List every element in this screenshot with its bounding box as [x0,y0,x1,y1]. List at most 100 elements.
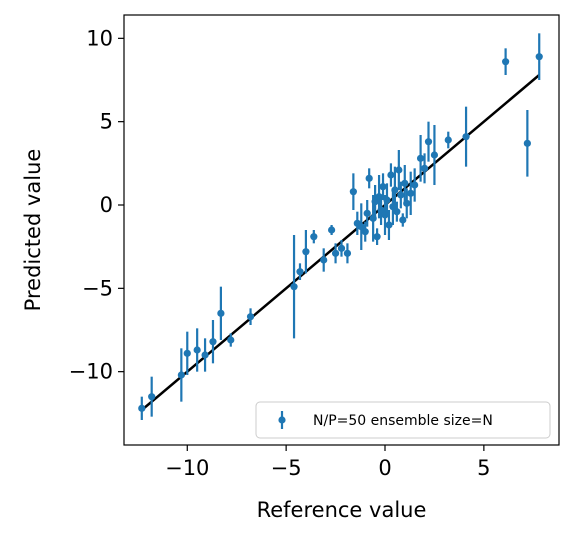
data-marker [502,58,510,66]
data-point [397,181,405,209]
data-point [430,125,439,185]
data-marker [361,228,369,236]
data-marker [385,221,393,229]
y-tick-label: 0 [100,193,113,217]
data-marker [302,248,310,256]
data-marker [201,351,209,359]
data-point [403,188,411,219]
data-point [523,110,531,177]
y-tick-label: 5 [100,110,113,134]
data-marker [357,223,365,231]
data-marker [403,199,411,207]
x-tick-label: 5 [477,456,490,480]
data-point [393,201,401,222]
data-marker [328,226,336,234]
data-marker [138,404,146,412]
plot-frame [123,14,560,446]
data-marker [227,336,235,344]
data-point [411,168,419,202]
plot-marks [138,33,543,420]
data-marker [420,164,429,172]
data-point [302,230,310,274]
data-marker [391,186,399,194]
data-point [401,165,409,202]
data-point [193,328,201,372]
data-marker [296,268,304,276]
data-point [290,235,298,339]
data-point [217,286,225,340]
data-point [387,163,395,187]
data-marker [349,188,357,196]
data-point [444,131,452,149]
data-point [395,150,403,190]
data-marker [395,166,403,174]
data-marker [183,349,191,357]
x-tick-label: −5 [271,456,302,480]
data-marker [424,138,433,146]
data-marker [416,154,425,162]
legend-box [255,401,551,439]
data-point [361,221,369,242]
legend: N/P=50 ensemble size=N [255,401,551,439]
data-point [177,348,185,402]
data-marker [209,338,217,346]
data-point [148,376,156,417]
x-axis-ticks: −10 −5 0 5 [165,445,491,480]
data-point [502,48,510,75]
data-marker [407,189,415,197]
y-tick-label: −5 [82,276,113,300]
data-point [183,331,191,375]
data-marker [462,133,470,141]
data-point [343,243,352,264]
y-tick-label: −10 [69,360,113,384]
x-tick-label: 0 [378,456,391,480]
data-point [365,168,373,189]
data-marker [148,393,156,401]
data-point [535,33,543,80]
data-point [320,248,328,272]
data-marker [397,191,405,199]
data-point [379,173,387,200]
data-marker [393,208,401,216]
data-point [416,135,425,182]
data-marker [444,136,452,144]
data-marker [399,216,407,224]
data-point [420,153,429,184]
data-marker [373,233,381,241]
y-tick-label: 10 [86,26,113,50]
data-point [337,240,346,257]
data-marker [383,196,391,204]
legend-marker [278,416,286,424]
data-point [209,320,217,364]
data-point [296,263,304,280]
data-point [310,230,318,244]
data-point [357,203,365,250]
data-marker [379,183,387,191]
data-marker [411,181,419,189]
data-marker [290,283,298,291]
data-marker [343,249,352,257]
data-point [399,213,407,227]
data-marker [177,371,185,379]
data-point [407,171,415,215]
y-axis-ticks: −10 −5 0 5 10 [69,26,124,384]
data-point [138,396,146,420]
data-point [462,106,470,167]
data-point [331,243,340,264]
data-marker [365,174,373,182]
data-marker [377,206,385,214]
data-point [227,333,235,347]
data-marker [371,198,379,206]
data-marker [217,309,225,317]
data-marker [387,171,395,179]
data-point [363,200,371,227]
y-axis-label: Predicted value [21,149,45,312]
data-point [328,225,336,235]
data-point [246,308,255,325]
data-marker [193,346,201,354]
data-marker [430,151,439,159]
data-point [371,185,379,219]
data-marker [401,179,409,187]
data-point [349,173,357,210]
